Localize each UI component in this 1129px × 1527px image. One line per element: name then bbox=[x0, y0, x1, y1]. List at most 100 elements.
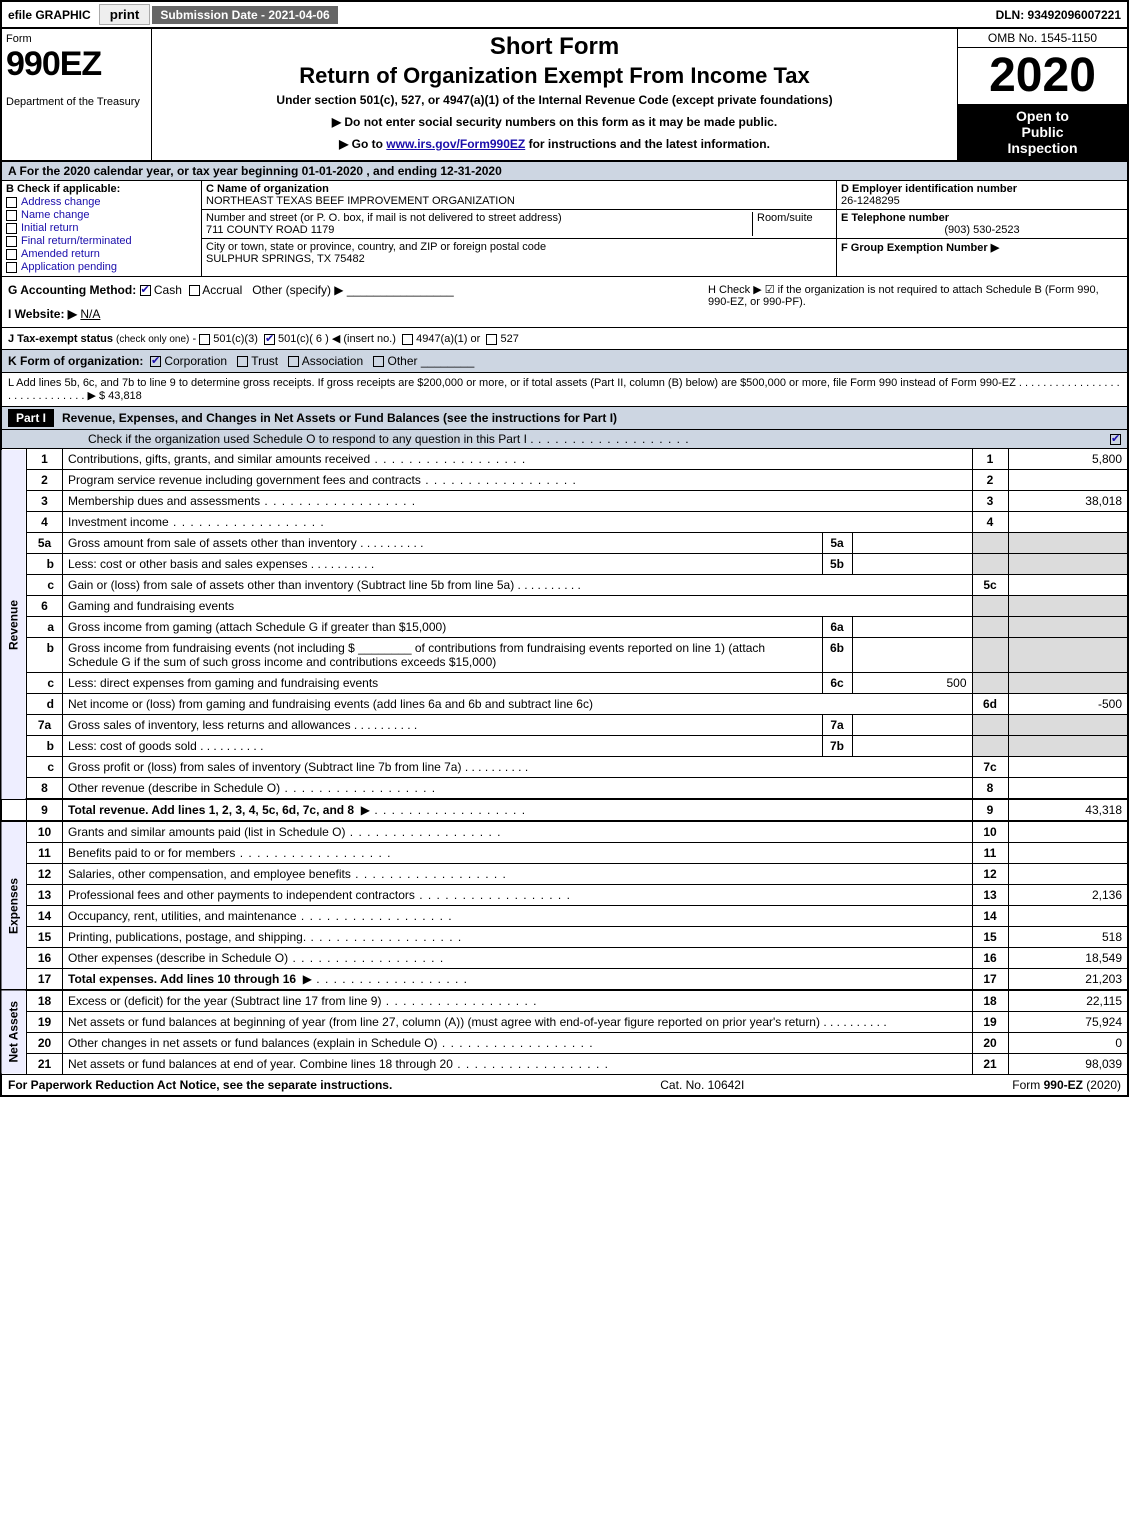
line-num: 2 bbox=[27, 470, 63, 491]
line-desc: Excess or (deficit) for the year (Subtra… bbox=[63, 990, 973, 1012]
shade-cell bbox=[1008, 673, 1128, 694]
omb-number: OMB No. 1545-1150 bbox=[958, 29, 1127, 48]
shade-cell bbox=[1008, 736, 1128, 757]
section-d: D Employer identification number 26-1248… bbox=[837, 181, 1127, 276]
g-cash: Cash bbox=[154, 283, 182, 297]
line-val bbox=[1008, 843, 1128, 864]
table-row: Expenses 10 Grants and similar amounts p… bbox=[1, 821, 1128, 843]
dln: DLN: 93492096007221 bbox=[990, 6, 1127, 24]
dept-label: Department of the Treasury bbox=[6, 96, 147, 108]
shade-cell bbox=[972, 673, 1008, 694]
goto-line: ▶ Go to www.irs.gov/Form990EZ for instru… bbox=[156, 137, 953, 151]
line-val: 0 bbox=[1008, 1033, 1128, 1054]
checkbox-icon[interactable] bbox=[189, 285, 200, 296]
footer: For Paperwork Reduction Act Notice, see … bbox=[0, 1075, 1129, 1097]
d-block: D Employer identification number 26-1248… bbox=[837, 181, 1127, 210]
part1-badge: Part I bbox=[8, 409, 54, 427]
checkbox-icon[interactable] bbox=[237, 356, 248, 367]
line-ref: 16 bbox=[972, 948, 1008, 969]
print-button[interactable]: print bbox=[99, 4, 151, 25]
line-ref: 4 bbox=[972, 512, 1008, 533]
b-item: Address change bbox=[21, 196, 101, 208]
org-name: NORTHEAST TEXAS BEEF IMPROVEMENT ORGANIZ… bbox=[206, 195, 515, 207]
checkbox-icon[interactable] bbox=[140, 285, 151, 296]
form-header: Form 990EZ Department of the Treasury Sh… bbox=[0, 29, 1129, 162]
header-center: Short Form Return of Organization Exempt… bbox=[152, 29, 957, 160]
checkbox-icon[interactable] bbox=[1110, 434, 1121, 445]
table-row: c Gross profit or (loss) from sales of i… bbox=[1, 757, 1128, 778]
shade-cell bbox=[972, 617, 1008, 638]
open-3: Inspection bbox=[962, 140, 1123, 156]
line-num: 3 bbox=[27, 491, 63, 512]
line-desc: Printing, publications, postage, and shi… bbox=[63, 927, 973, 948]
row-gh: G Accounting Method: Cash Accrual Other … bbox=[0, 277, 1129, 328]
line-ref: 1 bbox=[972, 449, 1008, 470]
line-ref: 12 bbox=[972, 864, 1008, 885]
shade-cell bbox=[1008, 554, 1128, 575]
inner-val bbox=[852, 715, 972, 736]
open-to-public: Open to Public Inspection bbox=[958, 104, 1127, 160]
line-num: 13 bbox=[27, 885, 63, 906]
b-item: Amended return bbox=[21, 248, 100, 260]
chk-name[interactable]: Name change bbox=[6, 209, 197, 221]
line-desc: Total revenue. Add lines 1, 2, 3, 4, 5c,… bbox=[63, 799, 973, 821]
shade-cell bbox=[1008, 533, 1128, 554]
row-a-tax-year: A For the 2020 calendar year, or tax yea… bbox=[0, 162, 1129, 181]
chk-initial[interactable]: Initial return bbox=[6, 222, 197, 234]
table-row: 4 Investment income 4 bbox=[1, 512, 1128, 533]
city: SULPHUR SPRINGS, TX 75482 bbox=[206, 253, 365, 265]
footer-center: Cat. No. 10642I bbox=[660, 1078, 744, 1092]
checkbox-icon[interactable] bbox=[486, 334, 497, 345]
line-desc: Gross sales of inventory, less returns a… bbox=[63, 715, 823, 736]
line-desc: Net income or (loss) from gaming and fun… bbox=[63, 694, 973, 715]
line-val: 518 bbox=[1008, 927, 1128, 948]
shade-cell bbox=[972, 736, 1008, 757]
line-ref: 6d bbox=[972, 694, 1008, 715]
checkbox-icon[interactable] bbox=[288, 356, 299, 367]
line-val bbox=[1008, 575, 1128, 596]
line-num: 9 bbox=[27, 799, 63, 821]
table-row: d Net income or (loss) from gaming and f… bbox=[1, 694, 1128, 715]
checkbox-icon[interactable] bbox=[150, 356, 161, 367]
inner-val bbox=[852, 638, 972, 673]
part1-header: Part I Revenue, Expenses, and Changes in… bbox=[0, 407, 1129, 430]
line-desc: Contributions, gifts, grants, and simila… bbox=[63, 449, 973, 470]
line-desc: Gross income from gaming (attach Schedul… bbox=[63, 617, 823, 638]
row-j: J Tax-exempt status (check only one) - 5… bbox=[0, 328, 1129, 350]
line-val: 22,115 bbox=[1008, 990, 1128, 1012]
page-root: efile GRAPHIC print Submission Date - 20… bbox=[0, 0, 1129, 1097]
row-l: L Add lines 5b, 6c, and 7b to line 9 to … bbox=[0, 373, 1129, 407]
line-num: 14 bbox=[27, 906, 63, 927]
chk-address[interactable]: Address change bbox=[6, 196, 197, 208]
line-val: 18,549 bbox=[1008, 948, 1128, 969]
line-val bbox=[1008, 757, 1128, 778]
checkbox-icon[interactable] bbox=[373, 356, 384, 367]
checkbox-icon[interactable] bbox=[402, 334, 413, 345]
chk-amended[interactable]: Amended return bbox=[6, 248, 197, 260]
chk-pending[interactable]: Application pending bbox=[6, 261, 197, 273]
line-ref: 8 bbox=[972, 778, 1008, 800]
checkbox-icon[interactable] bbox=[199, 334, 210, 345]
section-c: C Name of organization NORTHEAST TEXAS B… bbox=[202, 181, 837, 276]
line-ref: 5c bbox=[972, 575, 1008, 596]
shade-cell bbox=[1008, 638, 1128, 673]
line-ref: 7c bbox=[972, 757, 1008, 778]
k-opt: Other bbox=[388, 354, 418, 368]
line-ref: 2 bbox=[972, 470, 1008, 491]
chk-final[interactable]: Final return/terminated bbox=[6, 235, 197, 247]
c-name-block: C Name of organization NORTHEAST TEXAS B… bbox=[202, 181, 836, 210]
irs-link[interactable]: www.irs.gov/Form990EZ bbox=[386, 137, 525, 151]
checkbox-icon bbox=[6, 210, 17, 221]
table-row: b Less: cost of goods sold 7b bbox=[1, 736, 1128, 757]
k-opt: Association bbox=[302, 354, 363, 368]
efile-label: efile GRAPHIC bbox=[2, 6, 97, 24]
line-val bbox=[1008, 906, 1128, 927]
line-num: 5a bbox=[27, 533, 63, 554]
line-ref: 17 bbox=[972, 969, 1008, 991]
k-label: K Form of organization: bbox=[8, 354, 143, 368]
checkbox-icon[interactable] bbox=[264, 334, 275, 345]
header-right: OMB No. 1545-1150 2020 Open to Public In… bbox=[957, 29, 1127, 160]
line-desc: Grants and similar amounts paid (list in… bbox=[63, 821, 973, 843]
line-val: 2,136 bbox=[1008, 885, 1128, 906]
table-row: 12 Salaries, other compensation, and emp… bbox=[1, 864, 1128, 885]
